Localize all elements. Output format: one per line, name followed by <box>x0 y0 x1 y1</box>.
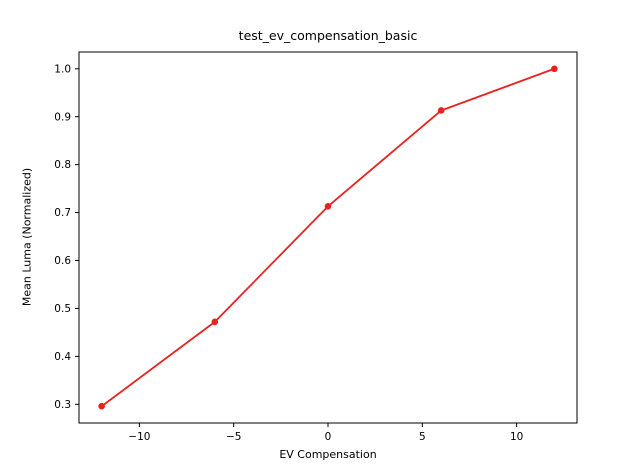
data-point <box>98 402 105 410</box>
x-tick-label: −10 <box>128 431 150 443</box>
y-tick-label: 0.7 <box>54 207 71 219</box>
data-line <box>100 67 556 408</box>
y-tick-label: 0.5 <box>54 303 71 315</box>
y-tick-label: 0.6 <box>54 255 71 267</box>
data-point <box>437 107 445 114</box>
x-axis-label: EV Compensation <box>279 448 377 461</box>
chart-title: test_ev_compensation_basic <box>238 28 418 43</box>
y-tick-label: 0.4 <box>54 351 71 363</box>
x-tick-label: 0 <box>325 431 332 443</box>
y-tick-label: 0.8 <box>54 159 71 171</box>
x-tick-label: 10 <box>510 431 523 443</box>
data-point <box>551 65 558 73</box>
y-tick-label: 0.9 <box>54 111 71 123</box>
y-tick-label: 1.0 <box>54 63 71 75</box>
data-point <box>211 318 219 326</box>
x-tick-label: −5 <box>226 431 241 443</box>
x-tick-label: 5 <box>419 431 426 443</box>
y-tick-label: 0.3 <box>54 399 71 411</box>
data-point <box>324 203 332 210</box>
